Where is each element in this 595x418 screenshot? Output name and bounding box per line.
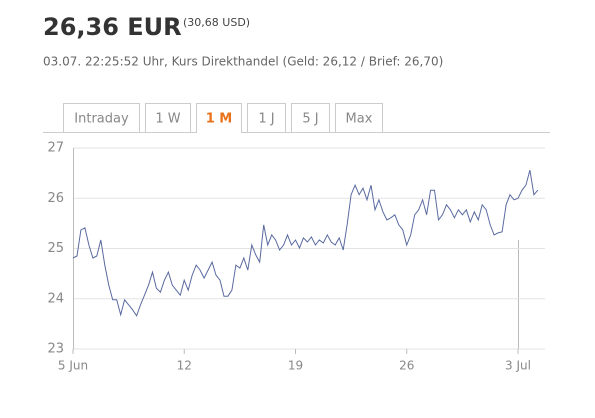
x-tick-label: 3 Jul [505,359,531,373]
tab-box[interactable] [247,103,286,133]
x-tick-label: 26 [399,359,414,373]
tab-box[interactable] [63,103,140,133]
tab[interactable]: Intraday [63,103,140,133]
y-tick-label: 24 [47,291,64,306]
tab-label[interactable]: Intraday [74,112,129,127]
y-tick-label: 27 [47,141,64,156]
tab[interactable]: 1 W [145,103,191,133]
tab-box[interactable] [291,103,330,133]
x-tick-label: 19 [288,359,303,373]
tab[interactable]: 1 J [247,103,286,133]
tab[interactable]: 1 M [196,103,242,133]
tab-label[interactable]: 5 J [302,112,318,127]
x-tick-label: 5 Jun [58,359,88,373]
tab-bar: Intraday 1 W 1 M 1 J 5 J Max [63,103,383,133]
tab-label[interactable]: Max [346,112,373,127]
price: 26,36 EUR [43,13,182,41]
tab[interactable]: 5 J [291,103,330,133]
tab-label[interactable]: 1 M [206,112,233,127]
y-tick-label: 23 [47,342,64,357]
y-tick-label: 25 [47,241,64,256]
price-line [72,169,539,317]
x-tick-label: 12 [177,359,192,373]
tab-box[interactable] [335,103,383,133]
info: 03.07. 22:25:52 Uhr, Kurs Direkthandel (… [43,55,443,69]
tab[interactable]: Max [335,103,383,133]
price-alt: (30,68 USD) [183,16,250,29]
tab-box[interactable] [145,103,191,133]
tab-label[interactable]: 1 W [155,112,180,127]
y-tick-label: 26 [47,191,64,206]
tab-label[interactable]: 1 J [258,112,274,127]
plot: 23 24 25 26 27 5 Jun 12 19 26 3 Jul [47,141,545,373]
